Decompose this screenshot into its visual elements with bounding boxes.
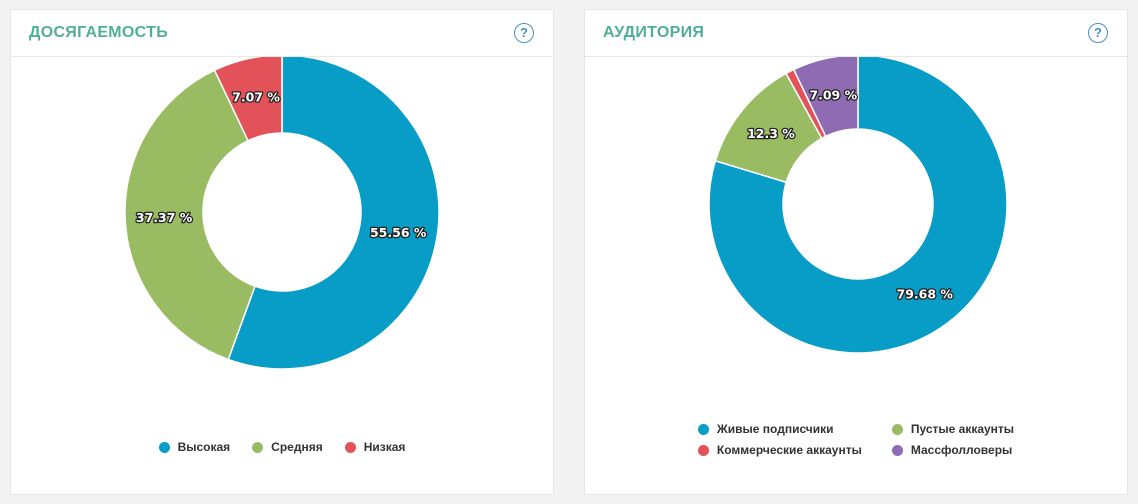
audience-legend-dot-icon: [891, 423, 903, 435]
audience-legend-label: Коммерческие аккаунты: [716, 443, 862, 457]
audience-donut-chart: 79.68 % 12.3 % 7.09 %: [708, 57, 1008, 354]
audience-legend-item-2[interactable]: Пустые аккаунты: [891, 422, 1015, 436]
audience-legend-item-4[interactable]: Массфолловеры: [891, 443, 1014, 457]
audience-data-label-4: 7.09 %: [809, 87, 857, 102]
reach-panel-title: ДОСЯГАЕМОСТЬ: [29, 24, 168, 41]
audience-legend-item-1[interactable]: Живые подписчики: [697, 422, 862, 436]
reach-legend-label: Низкая: [363, 440, 406, 454]
audience-legend-dot-icon: [697, 444, 709, 456]
reach-legend-label: Высокая: [177, 440, 231, 454]
reach-legend-dot-icon: [252, 441, 264, 453]
reach-slice-1[interactable]: [227, 57, 440, 370]
audience-legend-dot-icon: [697, 423, 709, 435]
audience-panel: АУДИТОРИЯ ? 79.68 % 12.3 % 7.09 % Живые по…: [584, 9, 1128, 495]
audience-legend-label: Пустые аккаунты: [910, 422, 1015, 436]
reach-legend-item-2[interactable]: Средняя: [252, 440, 323, 454]
reach-legend-item-3[interactable]: Низкая: [344, 440, 406, 454]
reach-legend-dot-icon: [344, 441, 356, 453]
reach-panel-header: ДОСЯГАЕМОСТЬ ?: [11, 10, 553, 57]
audience-help-icon[interactable]: ?: [1088, 23, 1108, 43]
audience-data-label-1: 79.68 %: [897, 286, 954, 301]
reach-slice-3[interactable]: [213, 57, 283, 142]
audience-panel-title: АУДИТОРИЯ: [603, 24, 705, 41]
reach-data-label-1: 55.56 %: [370, 225, 427, 240]
reach-legend-label: Средняя: [271, 440, 323, 454]
audience-slice-4[interactable]: [792, 57, 859, 138]
reach-help-icon[interactable]: ?: [514, 23, 534, 43]
reach-panel: ДОСЯГАЕМОСТЬ ? 55.56 % 37.37 % 7.07 % Высо…: [10, 9, 554, 495]
audience-legend-label: Массфолловеры: [910, 443, 1013, 457]
audience-panel-header: АУДИТОРИЯ ?: [585, 10, 1127, 57]
audience-slice-1[interactable]: [708, 57, 1008, 354]
audience-legend-item-3[interactable]: Коммерческие аккаунты: [697, 443, 862, 457]
reach-data-label-3: 7.07 %: [232, 89, 280, 104]
audience-legend: Живые подписчики Пустые аккаунты Коммерчес…: [585, 422, 1127, 457]
audience-data-label-2: 12.3 %: [747, 126, 795, 141]
reach-slice-2[interactable]: [124, 69, 256, 361]
audience-legend-dot-icon: [891, 444, 903, 456]
reach-data-label-2: 37.37 %: [136, 210, 193, 225]
reach-legend-item-1[interactable]: Высокая: [158, 440, 231, 454]
reach-legend: Высокая Средняя Низкая: [11, 440, 553, 460]
audience-legend-label: Живые подписчики: [716, 422, 834, 436]
reach-legend-dot-icon: [158, 441, 170, 453]
reach-donut-chart: 55.56 % 37.37 % 7.07 %: [124, 57, 440, 370]
